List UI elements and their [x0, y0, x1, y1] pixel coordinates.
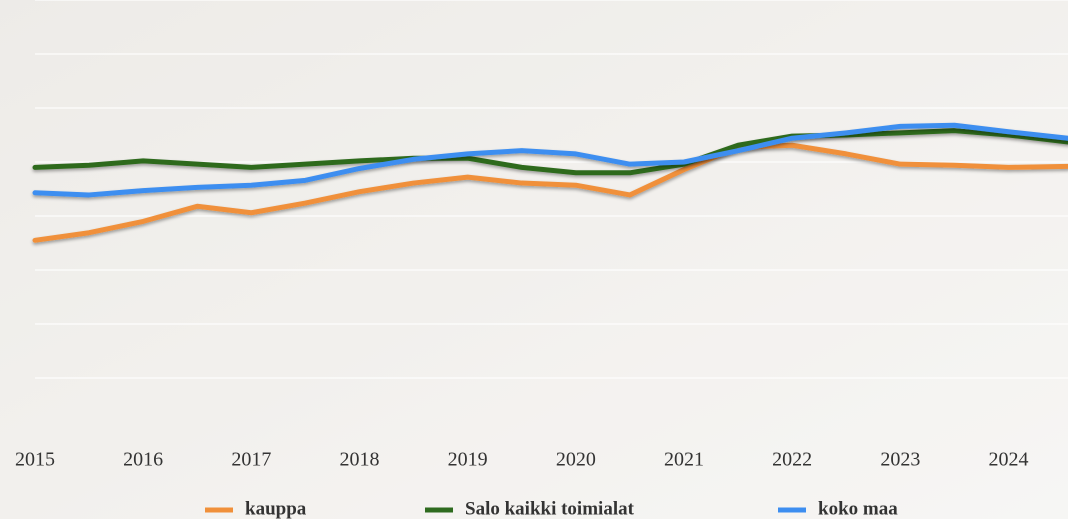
x-tick-label: 2017	[231, 449, 271, 471]
x-tick-label: 2018	[340, 449, 380, 471]
legend-label: kauppa	[245, 498, 307, 519]
x-tick-label: 2019	[448, 449, 488, 471]
x-tick-label: 2021	[664, 449, 704, 471]
page: 2015 2016 2017 2018 2019 2020 2021 2022 2023 2024…	[0, 0, 1068, 519]
x-tick-label: 2022	[772, 449, 812, 471]
legend-label: koko maa	[818, 498, 898, 519]
x-tick-label: 2024	[989, 449, 1029, 471]
x-tick-label: 2020	[556, 449, 596, 471]
overlay	[0, 0, 1068, 519]
legend-label: Salo kaikki toimialat	[465, 498, 635, 519]
x-tick-label: 2016	[123, 449, 163, 471]
x-tick-label: 2015	[15, 449, 55, 471]
x-tick-label: 2023	[880, 449, 920, 471]
chart: 2015 2016 2017 2018 2019 2020 2021 2022 2023 2024…	[0, 0, 1068, 519]
